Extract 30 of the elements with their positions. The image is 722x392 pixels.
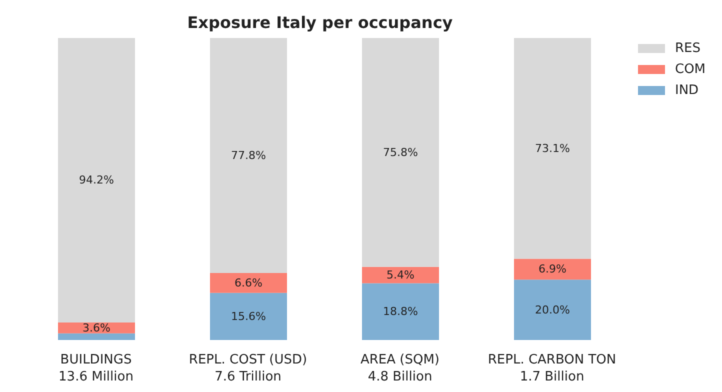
data-label: 3.6% bbox=[82, 321, 110, 334]
bar bbox=[210, 38, 287, 273]
x-tick-label: REPL. COST (USD) 7.6 Trillion bbox=[188, 352, 308, 385]
data-label: 18.8% bbox=[383, 305, 418, 318]
bar bbox=[210, 292, 287, 340]
bar bbox=[58, 38, 135, 322]
bar bbox=[362, 266, 439, 284]
data-label: 6.6% bbox=[234, 276, 262, 290]
data-label: 75.8% bbox=[383, 146, 418, 159]
legend-label: IND bbox=[675, 83, 699, 98]
x-tick-label: AREA (SQM) 4.8 Billion bbox=[360, 352, 440, 385]
bar bbox=[514, 38, 591, 259]
data-label: 73.1% bbox=[535, 142, 570, 155]
bar bbox=[514, 280, 591, 340]
x-tick-label: BUILDINGS 13.6 Million bbox=[58, 352, 134, 385]
data-label: 77.8% bbox=[231, 148, 266, 162]
bar bbox=[58, 333, 135, 340]
chart-title: Exposure Italy per occupancy bbox=[187, 13, 454, 32]
bar bbox=[514, 258, 591, 280]
x-tick-label: REPL. CARBON TON 1.7 Billion bbox=[488, 352, 616, 385]
bar bbox=[362, 283, 439, 340]
data-label: 5.4% bbox=[386, 268, 414, 282]
data-label: 15.6% bbox=[231, 310, 266, 323]
bar bbox=[362, 38, 439, 267]
data-label: 6.9% bbox=[538, 262, 566, 276]
bar bbox=[210, 272, 287, 293]
data-label: 20.0% bbox=[535, 303, 570, 316]
legend-label: COM bbox=[675, 62, 706, 77]
data-label: 94.2% bbox=[79, 174, 114, 187]
legend-label: RES bbox=[675, 41, 700, 56]
